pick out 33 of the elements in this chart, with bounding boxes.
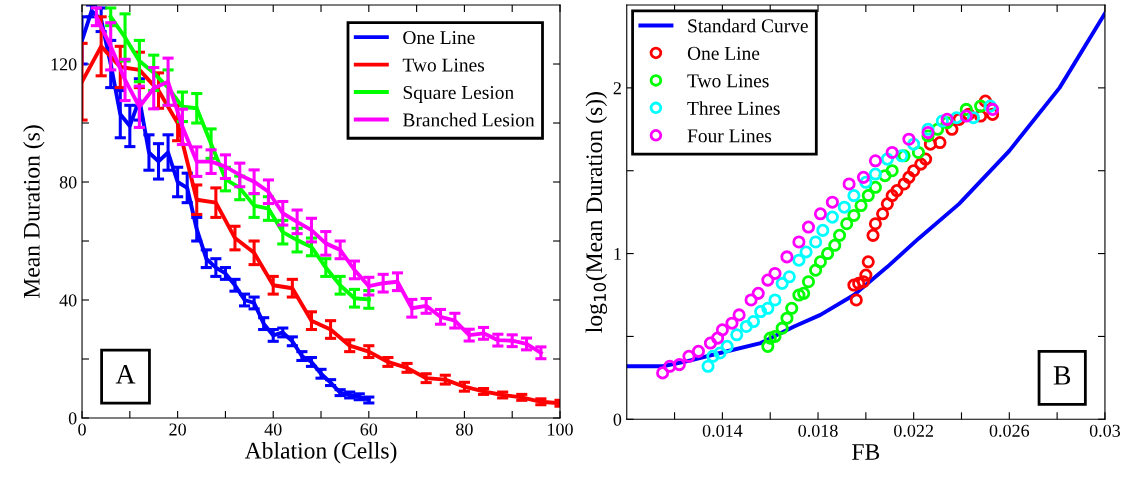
y-axis-title: Mean Duration (s) xyxy=(23,125,45,299)
x-axis-title: FB xyxy=(852,444,880,460)
y-tick-label: 120 xyxy=(51,58,77,71)
y-tick-label: 0 xyxy=(613,413,622,426)
x-tick-label: 20 xyxy=(169,423,186,436)
legend-label: Standard Curve xyxy=(688,18,808,33)
x-tick-label: 0.022 xyxy=(894,424,933,437)
legend-label: One Line xyxy=(687,46,760,60)
legend-label: Three Lines xyxy=(687,101,780,115)
legend-label: One Line xyxy=(403,31,475,45)
y-axis-title: log$_{10}$(Mean Duration (s)) xyxy=(585,92,608,333)
y-tick-label: 80 xyxy=(59,176,77,189)
legend-label: Four Lines xyxy=(687,129,772,143)
x-tick-label: 80 xyxy=(456,423,473,436)
legend-label: Square Lesion xyxy=(403,85,514,103)
x-tick-label: 0.03 xyxy=(1089,424,1121,437)
y-tick-label: 2 xyxy=(613,82,621,95)
legend-label: Two Lines xyxy=(402,58,485,72)
legend-label: Branched Lesion xyxy=(402,112,535,127)
x-tick-label: 0 xyxy=(78,423,86,436)
y-tick-label: 1 xyxy=(614,247,621,260)
x-axis-title: Ablation (Cells) xyxy=(244,442,397,464)
x-tick-label: 40 xyxy=(264,423,282,436)
x-tick-label: 100 xyxy=(548,423,573,436)
y-tick-label: 0 xyxy=(68,412,77,425)
legend-label: Two Lines xyxy=(687,74,769,88)
x-tick-label: 0.018 xyxy=(798,424,838,437)
x-tick-label: 60 xyxy=(360,423,378,436)
annotation: A xyxy=(115,365,136,384)
x-tick-label: 0.026 xyxy=(989,424,1030,437)
y-tick-label: 40 xyxy=(59,294,77,307)
annotation: B xyxy=(1053,366,1071,385)
x-tick-label: 0.014 xyxy=(702,424,743,437)
